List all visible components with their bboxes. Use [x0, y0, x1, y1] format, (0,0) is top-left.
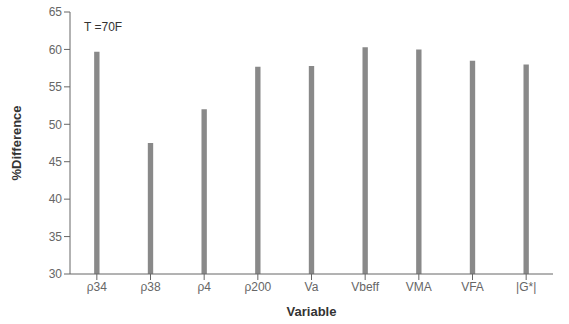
svg-text:ρ38: ρ38 [140, 280, 161, 294]
svg-text:ρ4: ρ4 [197, 280, 211, 294]
svg-text:35: 35 [49, 230, 63, 244]
svg-text:50: 50 [49, 118, 63, 132]
svg-text:65: 65 [49, 5, 63, 19]
svg-text:|G*|: |G*| [516, 280, 536, 294]
svg-text:VMA: VMA [406, 280, 432, 294]
svg-text:45: 45 [49, 155, 63, 169]
html-text:T =70F: T =70F [84, 20, 123, 34]
svg-text:ρ34: ρ34 [87, 280, 108, 294]
svg-text:VFA: VFA [461, 280, 484, 294]
svg-text:55: 55 [49, 80, 63, 94]
svg-text:40: 40 [49, 192, 63, 206]
svg-text:60: 60 [49, 43, 63, 57]
svg-text:Vbeff: Vbeff [351, 280, 379, 294]
svg-text:%Difference: %Difference [9, 105, 24, 180]
svg-text:30: 30 [49, 267, 63, 281]
svg-text:Variable: Variable [287, 304, 337, 319]
svg-text:ρ200: ρ200 [244, 280, 271, 294]
svg-text:Va: Va [305, 280, 319, 294]
